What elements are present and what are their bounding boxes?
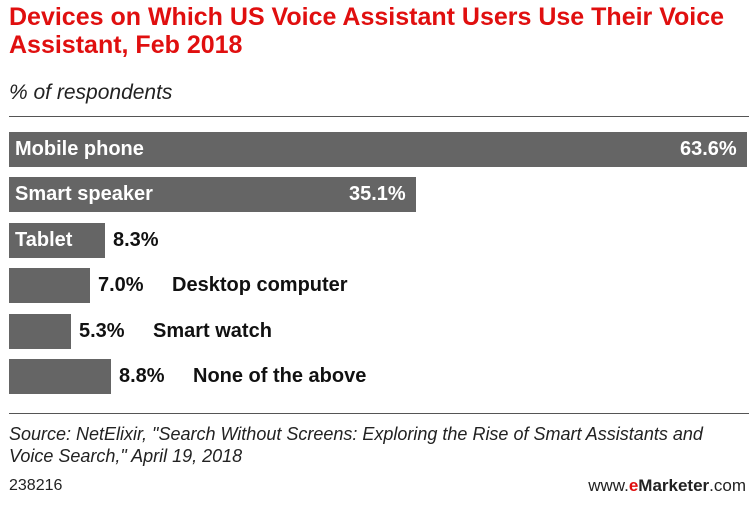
brand-suffix: .com	[709, 476, 746, 495]
value-label: 8.3%	[113, 229, 159, 251]
bar-smart-speaker	[9, 177, 416, 212]
brand-link[interactable]: www.eMarketer.com	[588, 476, 746, 496]
chart-subtitle: % of respondents	[9, 81, 173, 104]
value-label: 5.3%	[79, 320, 125, 342]
bar-smart-watch	[9, 314, 71, 349]
chart-title: Devices on Which US Voice Assistant User…	[9, 3, 725, 59]
chart-id: 238216	[9, 477, 63, 494]
bottom-divider	[9, 413, 749, 414]
bar-mobile-phone	[9, 132, 747, 167]
category-label: Smart speaker	[15, 183, 153, 205]
category-label: Mobile phone	[15, 138, 144, 160]
category-label: Desktop computer	[172, 274, 348, 296]
brand-e: e	[628, 476, 639, 495]
bar-tablet	[9, 223, 105, 258]
value-label: 7.0%	[98, 274, 144, 296]
top-divider	[9, 116, 749, 117]
brand-prefix: www.	[588, 476, 629, 495]
category-label: None of the above	[193, 365, 367, 387]
value-label: 8.8%	[119, 365, 165, 387]
category-label: Tablet	[15, 229, 73, 251]
source-note: Source: NetElixir, "Search Without Scree…	[9, 424, 703, 466]
bar-desktop-computer	[9, 268, 90, 303]
brand-name: Marketer	[638, 476, 710, 495]
value-label: 35.1%	[349, 183, 406, 205]
value-label: 63.6%	[680, 138, 737, 160]
bar-none-of-the-above	[9, 359, 111, 394]
category-label: Smart watch	[153, 320, 272, 342]
